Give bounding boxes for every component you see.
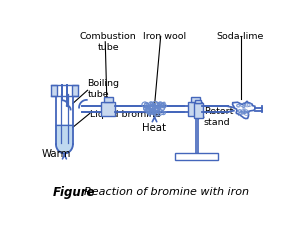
Text: Reaction of bromine with iron: Reaction of bromine with iron: [84, 186, 249, 196]
Bar: [104, 98, 113, 102]
Bar: [72, 86, 78, 96]
Bar: [195, 100, 201, 104]
Polygon shape: [56, 125, 73, 154]
Text: Combustion
tube: Combustion tube: [80, 32, 137, 52]
Text: Figure: Figure: [53, 185, 95, 198]
Bar: [51, 86, 57, 96]
Bar: [101, 102, 115, 116]
Text: Boiling
tube: Boiling tube: [88, 79, 120, 99]
Text: Heat: Heat: [143, 122, 167, 132]
Text: Retort
stand: Retort stand: [204, 106, 233, 126]
Bar: [191, 98, 200, 102]
Text: Warm: Warm: [41, 149, 71, 159]
Bar: [175, 153, 218, 160]
Bar: [188, 102, 202, 116]
Text: Liquid bromine: Liquid bromine: [90, 109, 161, 118]
Bar: [194, 104, 203, 118]
Polygon shape: [233, 102, 255, 119]
Bar: [142, 107, 167, 112]
Text: Iron wool: Iron wool: [143, 32, 186, 41]
Text: Soda-lime: Soda-lime: [216, 32, 264, 41]
